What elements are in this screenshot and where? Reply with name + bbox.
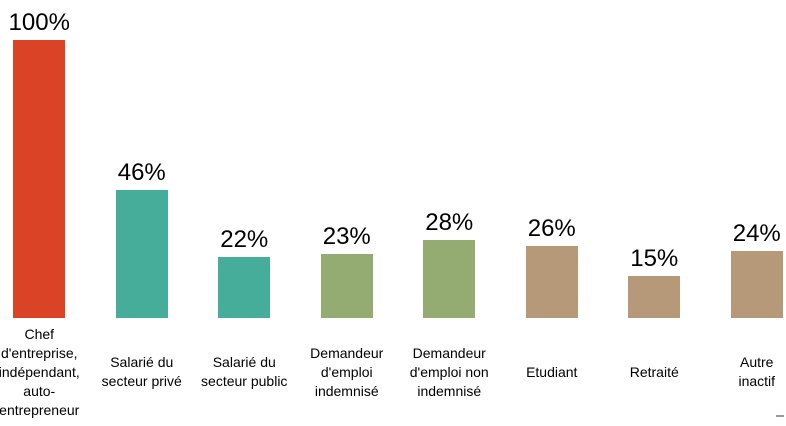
chart-column: 28% Demandeur d'emploi non indemnisé: [398, 0, 501, 426]
category-label-area: Etudiant: [497, 318, 608, 426]
bar: [218, 256, 271, 318]
category-label-area: Salarié du secteur privé: [87, 318, 198, 426]
bar-value-label: 26%: [527, 214, 576, 242]
bar-value-label: 46%: [117, 159, 166, 187]
chart-column: 24% Autre inactif: [706, 0, 786, 426]
category-label-area: Demandeur d'emploi indemnisé: [292, 318, 403, 426]
chart-column: 22% Salarié du secteur public: [193, 0, 296, 426]
category-label: Retraité: [629, 363, 679, 380]
category-label-area: Salarié du secteur public: [189, 318, 300, 426]
bar-value-label: 15%: [630, 245, 679, 273]
bar-value-label: 22%: [220, 225, 269, 253]
bar-value-label: 23%: [322, 223, 371, 251]
category-label-area: Retraité: [599, 318, 710, 426]
category-label: Salarié du secteur public: [201, 354, 288, 389]
bar: [320, 254, 373, 318]
bar: [730, 251, 783, 318]
category-label: Etudiant: [526, 363, 578, 380]
bar: [628, 276, 681, 318]
category-label: Autre inactif: [738, 354, 776, 389]
bar-value-label: 28%: [425, 209, 474, 237]
bar: [13, 40, 66, 318]
chart-column: 23% Demandeur d'emploi indemnisé: [296, 0, 399, 426]
bar: [423, 240, 476, 318]
category-label: Salarié du secteur privé: [101, 354, 182, 389]
chart-column: 15% Retraité: [603, 0, 706, 426]
category-label: Demandeur d'emploi indemnisé: [310, 344, 384, 399]
category-label-area: Demandeur d'emploi non indemnisé: [394, 318, 505, 426]
bar-value-label: 100%: [8, 9, 70, 36]
bar: [525, 245, 578, 318]
category-label: Chef d'entreprise, indépendant, auto- en…: [0, 325, 80, 418]
category-label-area: Autre inactif: [702, 318, 786, 426]
bar: [115, 190, 168, 318]
category-label: Demandeur d'emploi non indemnisé: [409, 344, 489, 399]
chart-column: 100% Chef d'entreprise, indépendant, auto…: [0, 0, 91, 426]
chart-column: 46% Salarié du secteur privé: [91, 0, 194, 426]
bar-value-label: 24%: [732, 220, 781, 248]
chart-column: 26% Etudiant: [501, 0, 604, 426]
stray-mark-artifact: [776, 415, 784, 417]
category-label-area: Chef d'entreprise, indépendant, auto- en…: [0, 318, 95, 426]
